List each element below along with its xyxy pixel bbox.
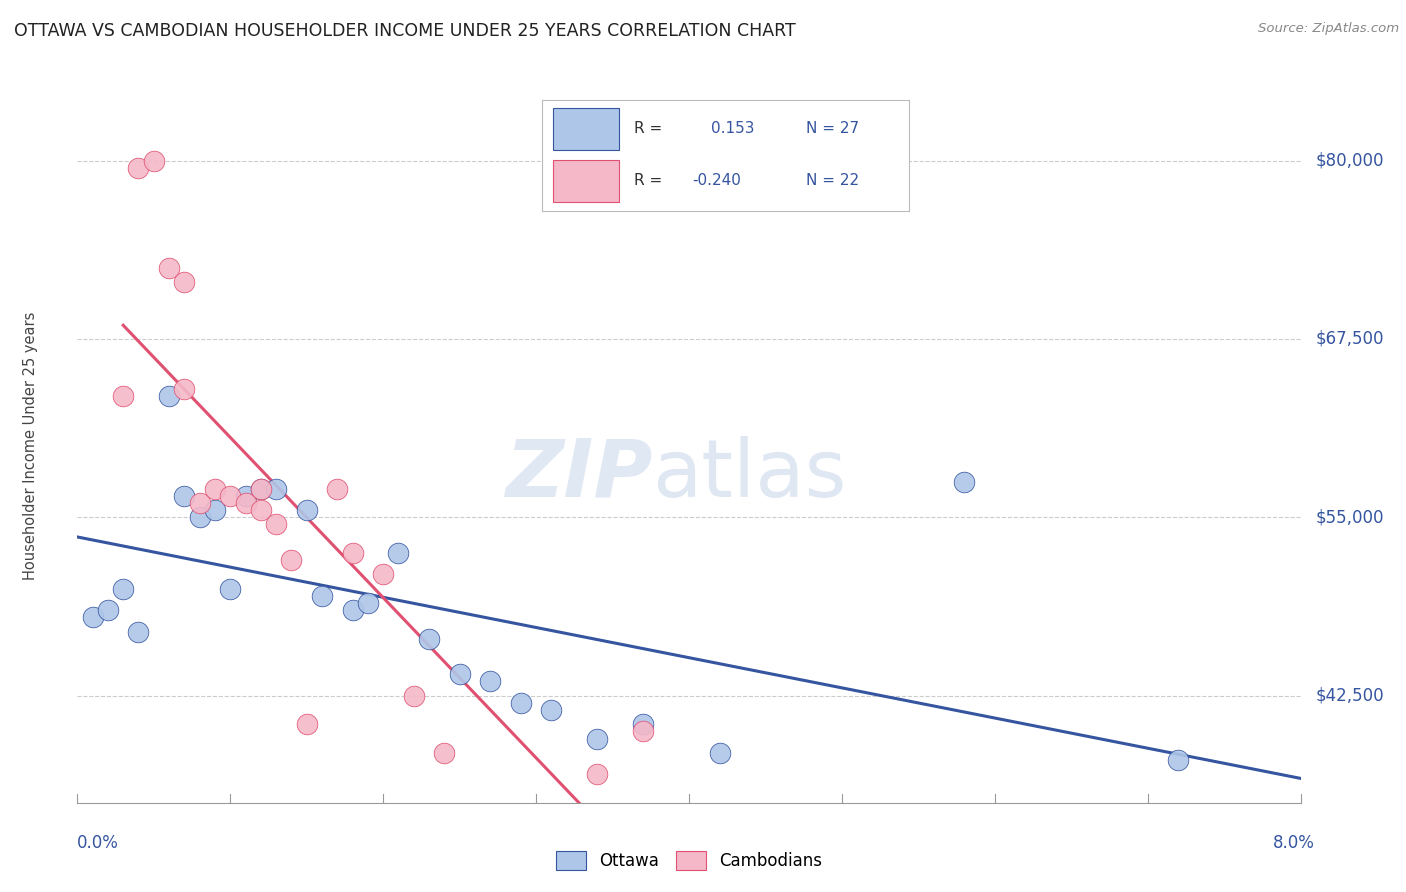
Point	[280, 553, 302, 567]
Point	[127, 161, 149, 175]
Point	[342, 546, 364, 560]
Point	[449, 667, 471, 681]
Point	[433, 746, 456, 760]
Point	[157, 389, 180, 403]
Point	[112, 389, 135, 403]
Point	[953, 475, 976, 489]
Text: $80,000: $80,000	[1316, 152, 1385, 169]
Point	[540, 703, 562, 717]
Point	[387, 546, 409, 560]
Point	[295, 503, 318, 517]
Point	[173, 382, 195, 396]
Point	[235, 489, 257, 503]
Point	[264, 517, 287, 532]
Point	[631, 724, 654, 739]
Text: 8.0%: 8.0%	[1272, 834, 1315, 852]
Text: $67,500: $67,500	[1316, 330, 1385, 348]
Point	[250, 482, 273, 496]
Text: Source: ZipAtlas.com: Source: ZipAtlas.com	[1258, 22, 1399, 36]
Point	[157, 260, 180, 275]
Text: Householder Income Under 25 years: Householder Income Under 25 years	[24, 312, 38, 580]
Point	[250, 503, 273, 517]
Point	[709, 746, 731, 760]
Point	[112, 582, 135, 596]
Text: ZIP: ZIP	[505, 435, 652, 514]
Point	[311, 589, 333, 603]
Point	[479, 674, 502, 689]
Point	[173, 275, 195, 289]
Point	[204, 503, 226, 517]
Point	[371, 567, 394, 582]
Point	[1167, 753, 1189, 767]
Point	[188, 510, 211, 524]
Point	[586, 767, 609, 781]
Point	[295, 717, 318, 731]
Point	[250, 482, 273, 496]
Point	[586, 731, 609, 746]
Text: OTTAWA VS CAMBODIAN HOUSEHOLDER INCOME UNDER 25 YEARS CORRELATION CHART: OTTAWA VS CAMBODIAN HOUSEHOLDER INCOME U…	[14, 22, 796, 40]
Point	[342, 603, 364, 617]
Point	[509, 696, 531, 710]
Text: atlas: atlas	[652, 435, 846, 514]
Point	[418, 632, 440, 646]
Point	[219, 489, 242, 503]
Point	[173, 489, 195, 503]
Point	[326, 482, 349, 496]
Text: $55,000: $55,000	[1316, 508, 1385, 526]
Point	[127, 624, 149, 639]
Point	[402, 689, 425, 703]
Point	[82, 610, 104, 624]
Point	[142, 153, 165, 168]
Point	[188, 496, 211, 510]
Text: $42,500: $42,500	[1316, 687, 1385, 705]
Text: 0.0%: 0.0%	[77, 834, 120, 852]
Point	[235, 496, 257, 510]
Point	[219, 582, 242, 596]
Point	[357, 596, 380, 610]
Point	[631, 717, 654, 731]
Point	[97, 603, 120, 617]
Point	[204, 482, 226, 496]
Legend: Ottawa, Cambodians: Ottawa, Cambodians	[550, 844, 828, 877]
Point	[264, 482, 287, 496]
